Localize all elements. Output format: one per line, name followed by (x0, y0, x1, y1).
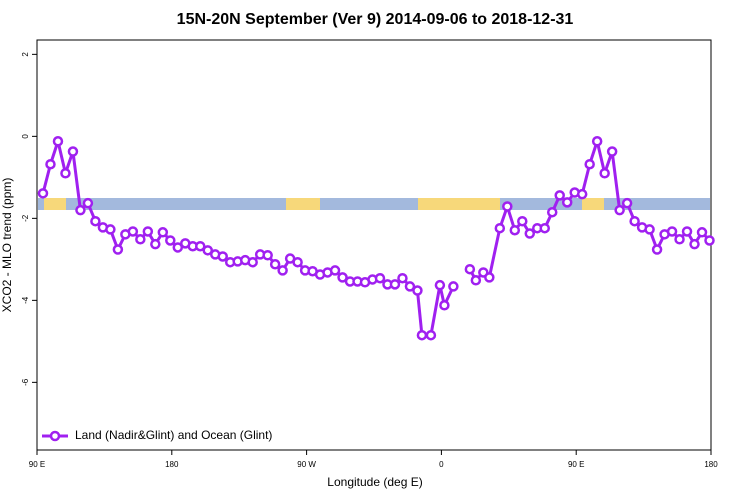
data-point (425, 329, 437, 341)
data-point (90, 215, 101, 227)
data-point (554, 190, 565, 201)
data-point (45, 158, 56, 170)
data-point (127, 226, 139, 237)
data-point (434, 279, 446, 291)
data-point (412, 285, 423, 296)
x-tick-label: 180 (704, 460, 718, 469)
data-point (172, 242, 184, 253)
data-point (60, 168, 71, 179)
data-point (539, 222, 550, 234)
data-point (337, 272, 348, 283)
data-point (67, 146, 79, 157)
data-point (614, 204, 625, 216)
data-point (329, 265, 341, 276)
data-point (484, 272, 495, 283)
data-point (561, 197, 573, 208)
legend-marker (49, 430, 61, 442)
data-point (470, 275, 482, 286)
data-point (599, 168, 610, 179)
data-point (75, 204, 86, 216)
data-point (135, 234, 146, 245)
chart-title: 15N-20N September (Ver 9) 2014-09-06 to … (177, 11, 574, 28)
data-point (464, 263, 476, 275)
y-tick-label: -6 (21, 378, 30, 386)
data-point (584, 158, 595, 170)
data-point (644, 224, 655, 235)
y-axis-label: XCO2 - MLO trend (ppm) (0, 178, 14, 313)
data-point (629, 215, 640, 227)
data-point (277, 265, 288, 276)
ocean-strip (38, 198, 710, 210)
x-tick-label: 90 E (29, 460, 45, 469)
data-point (165, 235, 176, 246)
data-point (689, 238, 700, 250)
data-point (666, 226, 678, 237)
data-point (142, 226, 154, 237)
map-strip (38, 198, 710, 210)
data-point (681, 226, 693, 237)
y-tick-label: -2 (21, 214, 30, 222)
land-patch (418, 198, 500, 210)
data-point (82, 197, 94, 209)
data-point (591, 136, 603, 147)
data-point (517, 215, 528, 227)
data-point (269, 259, 281, 270)
data-point (397, 272, 408, 284)
land-patch (286, 198, 320, 210)
data-point (202, 245, 213, 256)
data-point (439, 300, 450, 311)
data-point (651, 244, 663, 255)
data-point (494, 222, 506, 234)
data-point (509, 224, 521, 236)
data-point (524, 228, 536, 239)
data-point (576, 188, 588, 200)
data-point (52, 136, 64, 147)
data-point (37, 188, 49, 199)
y-tick-label: 0 (21, 134, 30, 139)
data-point (448, 281, 459, 292)
data-point (546, 206, 558, 218)
x-tick-label: 90 E (568, 460, 584, 469)
data-point (606, 146, 618, 157)
x-tick-label: 90 W (297, 460, 316, 469)
data-point (150, 238, 161, 250)
data-point (502, 201, 513, 212)
data-point (416, 329, 428, 341)
data-point (621, 197, 633, 209)
y-tick-label: 2 (21, 52, 30, 57)
x-tick-label: 180 (165, 460, 179, 469)
x-axis-label: Longitude (deg E) (327, 475, 422, 489)
data-point (195, 240, 206, 252)
data-point (696, 227, 708, 238)
data-point (105, 224, 116, 235)
data-point (404, 281, 416, 292)
data-point (292, 256, 303, 268)
data-point (374, 272, 386, 284)
y-tick-label: -4 (21, 296, 30, 304)
data-point (217, 251, 228, 262)
data-point (157, 227, 169, 238)
data-point (674, 234, 685, 245)
legend-label: Land (Nadir&Glint) and Ocean (Glint) (75, 428, 272, 442)
land-patch (44, 198, 66, 210)
x-tick-label: 0 (439, 460, 444, 469)
data-point (704, 235, 715, 246)
data-point (112, 244, 124, 255)
data-point (262, 250, 273, 261)
data-point (389, 279, 401, 290)
data-point (247, 256, 258, 268)
land-patch (582, 198, 604, 210)
